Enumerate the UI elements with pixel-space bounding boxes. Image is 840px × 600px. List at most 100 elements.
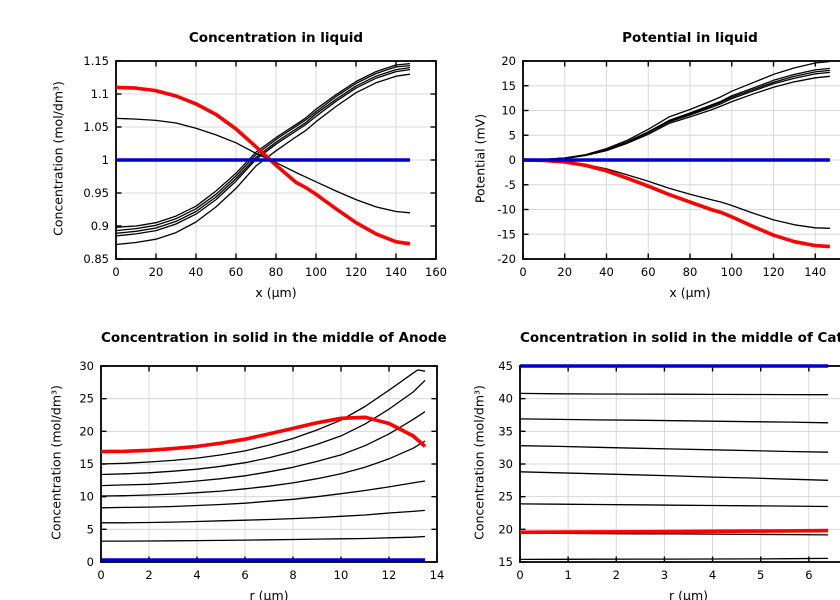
y-tick-label: 20 — [79, 424, 94, 438]
chart-title: Potential in liquid — [622, 30, 758, 46]
x-axis-label: r (μm) — [249, 588, 289, 600]
series-time-curve-3 — [522, 69, 830, 161]
chart-title: Concentration in solid in the middle of … — [101, 330, 447, 346]
y-tick-label: 10 — [501, 104, 516, 118]
y-tick-label: -15 — [497, 227, 516, 241]
series-final-time-highlight — [522, 158, 831, 249]
series-time-curve-4 — [115, 64, 411, 232]
plot-area-concentration-liquid: 0 20 40 60 80 100 120 140 160 0.85 0.9 0.95 1 1.05 1.1… — [83, 54, 447, 279]
plot-area-concentration-solid-cathode: 0123456715202530354045 — [498, 359, 840, 582]
x-tick-label: 0 — [516, 568, 523, 582]
series-time-curve-5 — [100, 480, 426, 509]
y-tick-label: 15 — [79, 457, 94, 471]
x-tick-label: 8 — [289, 568, 296, 582]
x-tick-label: 120 — [763, 265, 785, 279]
x-tick-label: 0 — [112, 265, 119, 279]
x-tick-label: 140 — [804, 265, 826, 279]
x-tick-label: 14 — [430, 568, 445, 582]
x-tick-label: 6 — [241, 568, 248, 582]
y-tick-label: 45 — [498, 359, 513, 373]
x-tick-label: 4 — [193, 568, 200, 582]
x-tick-label: 60 — [641, 265, 656, 279]
x-tick-label: 0 — [519, 265, 526, 279]
series-time-curve-2 — [519, 418, 829, 424]
y-tick-label: 40 — [498, 392, 513, 406]
subplot-concentration-liquid: 0 20 40 60 80 100 120 140 160 0.85 0.9 0.95 1 1.05 1.1… — [40, 16, 460, 316]
y-tick-label: 20 — [501, 54, 516, 68]
series-time-curve-7 — [519, 557, 829, 561]
x-axis-label: x (μm) — [255, 285, 297, 300]
x-axis-label: x (μm) — [669, 285, 711, 300]
y-tick-label: 1 — [102, 153, 109, 167]
y-tick-label: 0 — [87, 555, 94, 569]
x-tick-label: 40 — [599, 265, 614, 279]
series-time-curve-6 — [101, 509, 426, 524]
x-tick-label: 6 — [805, 568, 812, 582]
series-final-time-highlight — [519, 528, 829, 535]
x-tick-label: 140 — [385, 265, 407, 279]
series-time-curve-3 — [100, 411, 426, 487]
y-tick-label: -5 — [505, 178, 516, 192]
x-tick-label: 2 — [613, 568, 620, 582]
x-tick-label: 4 — [709, 568, 716, 582]
x-tick-label: 3 — [661, 568, 668, 582]
y-tick-label: 0.95 — [83, 186, 109, 200]
x-tick-label: 20 — [557, 265, 572, 279]
x-tick-label: 20 — [149, 265, 164, 279]
subplot-potential-liquid: 020406080100120140160-20-15-10-505101520… — [460, 16, 840, 316]
y-tick-label: 1.1 — [91, 87, 109, 101]
x-tick-label: 160 — [425, 265, 447, 279]
series-time-curve-5 — [115, 62, 411, 228]
y-tick-label: 1.05 — [83, 120, 109, 134]
x-tick-label: 12 — [382, 568, 397, 582]
y-tick-label: 5 — [87, 522, 94, 536]
x-axis-label: r (μm) — [669, 588, 708, 600]
subplot-concentration-solid-cathode: 0123456715202530354045 Concentration in … — [460, 316, 840, 600]
series-time-curve-7 — [101, 535, 426, 542]
y-tick-label: 25 — [498, 490, 513, 504]
x-tick-label: 60 — [229, 265, 244, 279]
y-tick-label: 0 — [509, 153, 516, 167]
y-tick-label: -10 — [497, 203, 516, 217]
series-time-curve-5 — [519, 503, 829, 508]
y-tick-label: 15 — [501, 79, 516, 93]
plot-area-concentration-solid-anode: 0 2 4 6 8 10 12 14 0 5 10 15 20 25 30 — [79, 359, 445, 582]
series-final-time-highlight — [115, 85, 411, 246]
y-tick-label: 0.9 — [91, 219, 109, 233]
x-tick-label: 1 — [564, 568, 571, 582]
series-time-curve-1 — [100, 369, 426, 465]
y-tick-label: 30 — [79, 359, 94, 373]
y-axis-label: Concentration (mol/dm³) — [471, 385, 487, 540]
x-tick-label: 2 — [145, 568, 152, 582]
series-time-curve-2 — [115, 68, 411, 237]
y-tick-label: 0.85 — [83, 252, 109, 266]
y-tick-label: 25 — [79, 392, 94, 406]
series-time-curve-4 — [100, 440, 426, 497]
x-tick-label: 40 — [189, 265, 204, 279]
chart-title: Concentration in solid in the middle of … — [520, 330, 840, 346]
subplot-concentration-solid-anode: 0 2 4 6 8 10 12 14 0 5 10 15 20 25 30 Concentration in… — [40, 316, 460, 600]
y-tick-label: 35 — [498, 424, 513, 438]
x-tick-label: 80 — [269, 265, 284, 279]
y-axis-label: Concentration (mol/dm³) — [50, 81, 66, 236]
x-tick-label: 5 — [757, 568, 764, 582]
series-time-curve-1 — [519, 392, 829, 396]
series-time-curve-5 — [522, 60, 830, 161]
series-time-curve-4 — [519, 471, 829, 481]
series-time-curve-2 — [100, 379, 426, 476]
x-tick-label: 100 — [721, 265, 743, 279]
x-tick-label: 120 — [345, 265, 367, 279]
chart-title: Concentration in liquid — [188, 30, 364, 46]
x-tick-label: 0 — [97, 568, 104, 582]
y-tick-label: 15 — [498, 555, 513, 569]
y-axis-label: Potential (mV) — [472, 113, 488, 204]
series-final-time-highlight — [100, 415, 427, 454]
y-tick-label: 5 — [509, 128, 516, 142]
y-tick-label: 1.15 — [83, 54, 109, 68]
y-tick-label: 30 — [498, 457, 513, 471]
x-tick-label: 10 — [334, 568, 349, 582]
y-tick-label: 20 — [498, 522, 513, 536]
y-axis-label: Concentration (mol/dm³) — [48, 385, 64, 540]
